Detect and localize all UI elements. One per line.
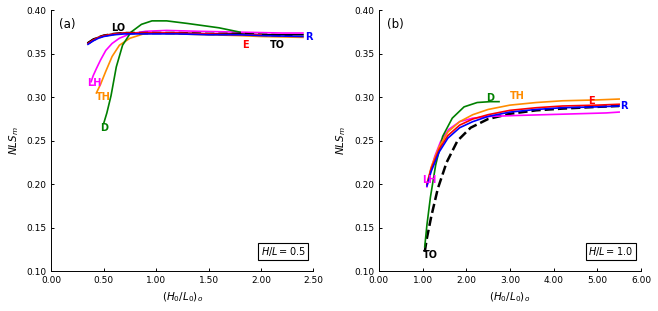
X-axis label: $(H_0/L_0)_o$: $(H_0/L_0)_o$ [490,290,530,304]
Text: LO: LO [111,23,125,33]
Text: D: D [486,93,494,103]
Text: LH: LH [87,78,101,88]
Text: LH: LH [422,175,437,185]
Text: R: R [620,101,628,111]
Text: E: E [588,96,595,106]
Text: TO: TO [422,250,438,260]
Text: E: E [242,40,249,50]
Text: (b): (b) [387,18,403,31]
X-axis label: $(H_0/L_0)_o$: $(H_0/L_0)_o$ [162,290,203,304]
Text: $H/L = 1.0$: $H/L = 1.0$ [588,245,633,258]
Y-axis label: $NLS_m$: $NLS_m$ [334,126,348,155]
Text: TH: TH [510,91,525,100]
Text: D: D [101,123,109,133]
Y-axis label: $NLS_m$: $NLS_m$ [7,126,21,155]
Text: R: R [305,31,313,41]
Text: TH: TH [96,92,111,102]
Text: (a): (a) [59,18,76,31]
Text: TO: TO [269,40,284,50]
Text: $H/L = 0.5$: $H/L = 0.5$ [261,245,305,258]
